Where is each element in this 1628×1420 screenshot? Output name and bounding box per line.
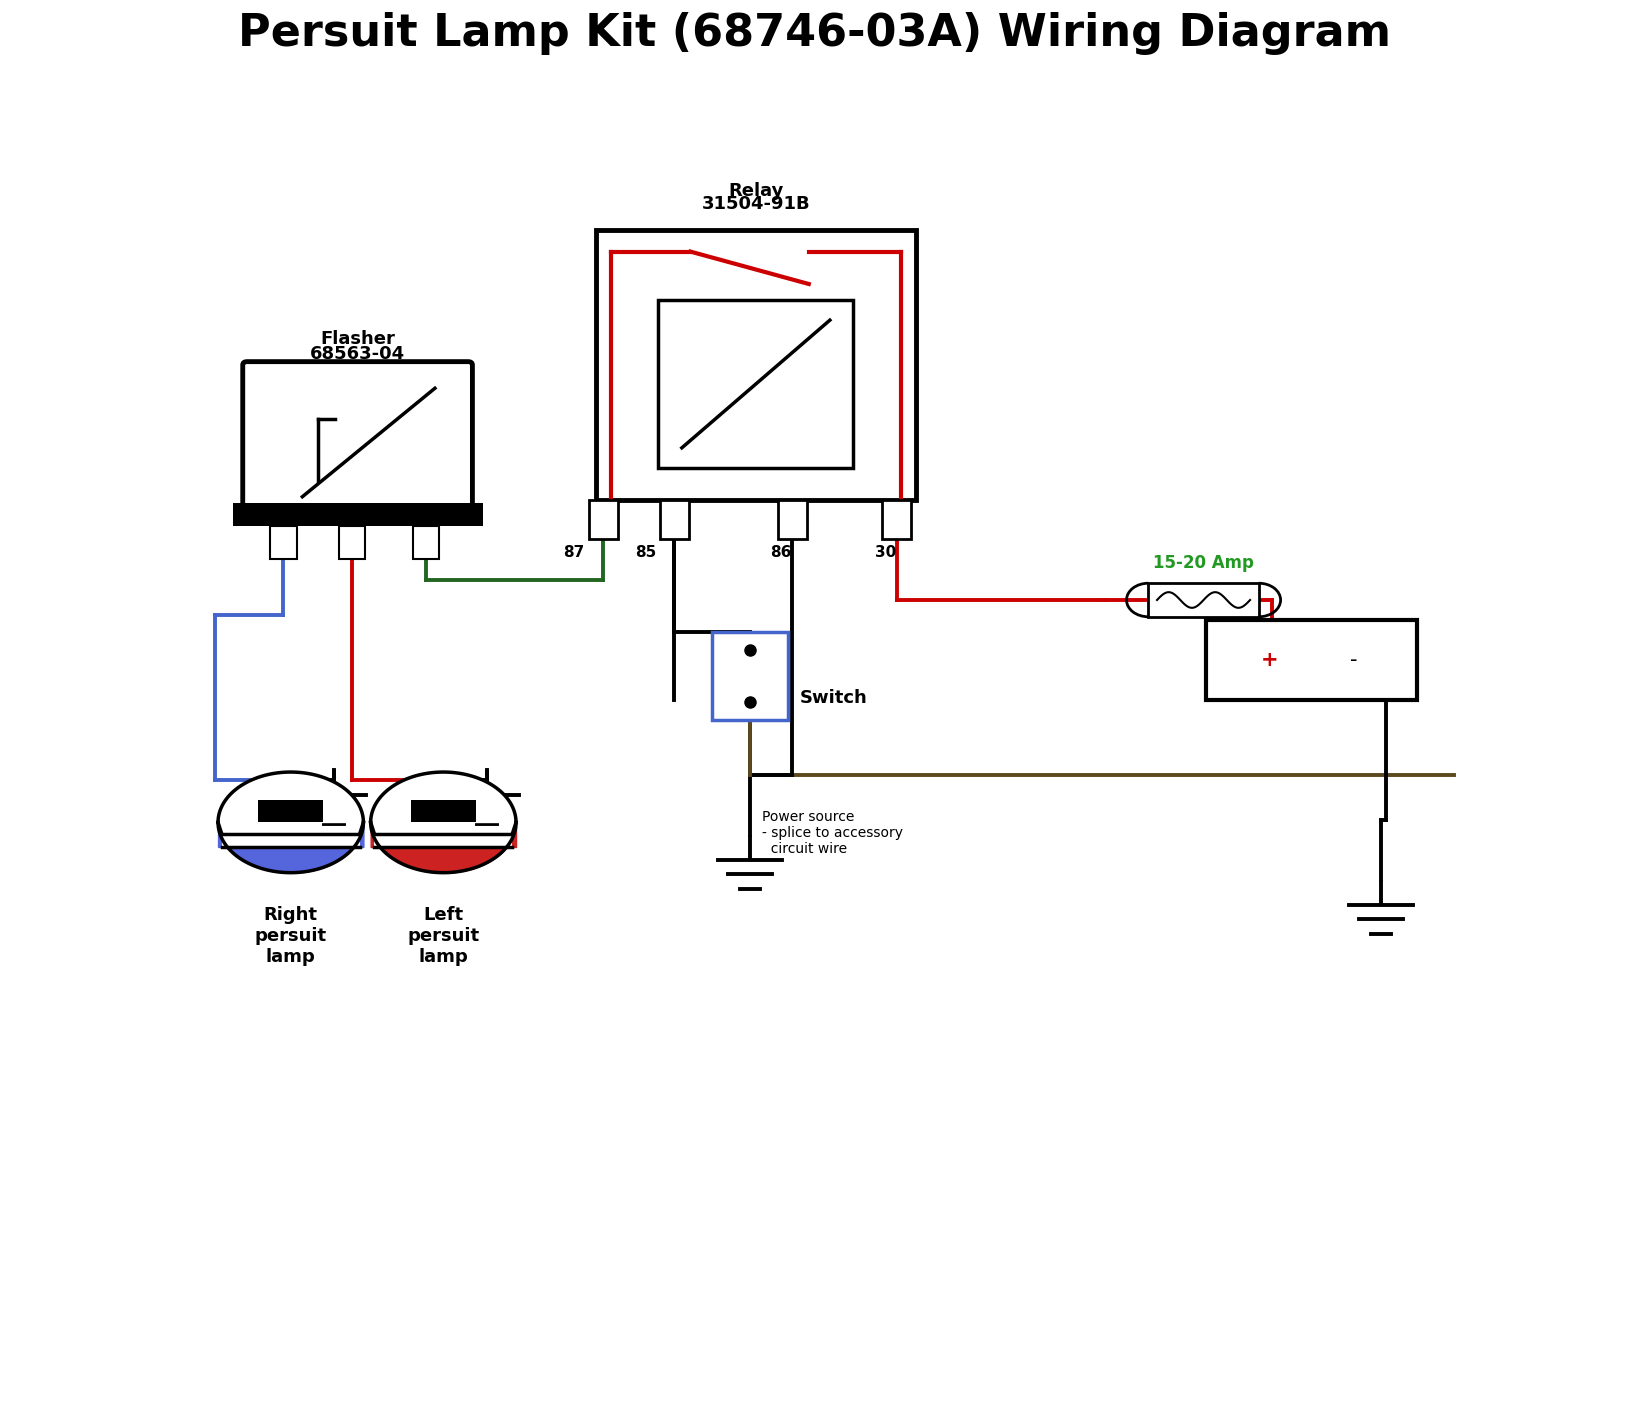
Text: 87: 87 xyxy=(563,545,584,559)
Bar xyxy=(233,503,482,525)
Text: Power source
- splice to accessory
  circuit wire: Power source - splice to accessory circu… xyxy=(762,809,902,856)
Bar xyxy=(659,500,689,540)
Text: 86: 86 xyxy=(770,545,791,559)
Bar xyxy=(596,230,915,500)
Bar xyxy=(410,799,475,822)
Bar xyxy=(257,799,324,822)
Text: 31504-91B: 31504-91B xyxy=(702,195,811,213)
Bar xyxy=(1206,621,1418,700)
Text: 68563-04: 68563-04 xyxy=(309,345,405,362)
Bar xyxy=(414,525,440,559)
Bar xyxy=(882,500,912,540)
Text: +: + xyxy=(1260,650,1278,670)
Text: Relay: Relay xyxy=(728,182,783,200)
Bar xyxy=(1148,584,1258,616)
Text: Right
persuit
lamp: Right persuit lamp xyxy=(254,906,327,966)
FancyBboxPatch shape xyxy=(243,362,472,524)
Text: 30: 30 xyxy=(874,545,895,559)
Polygon shape xyxy=(371,772,516,822)
Bar xyxy=(713,632,788,720)
Polygon shape xyxy=(218,772,363,822)
Text: 85: 85 xyxy=(635,545,656,559)
Bar xyxy=(658,300,853,469)
Text: Persuit Lamp Kit (68746-03A) Wiring Diagram: Persuit Lamp Kit (68746-03A) Wiring Diag… xyxy=(238,11,1390,55)
Bar xyxy=(339,525,365,559)
Text: Flasher: Flasher xyxy=(321,331,396,348)
Bar xyxy=(778,500,807,540)
Bar xyxy=(270,525,296,559)
Text: 15-20 Amp: 15-20 Amp xyxy=(1153,554,1254,572)
Bar xyxy=(374,834,513,846)
Text: Left
persuit
lamp: Left persuit lamp xyxy=(407,906,479,966)
Bar xyxy=(221,834,360,846)
Text: -: - xyxy=(1350,650,1358,670)
Bar xyxy=(589,500,617,540)
Text: Switch: Switch xyxy=(799,689,868,707)
